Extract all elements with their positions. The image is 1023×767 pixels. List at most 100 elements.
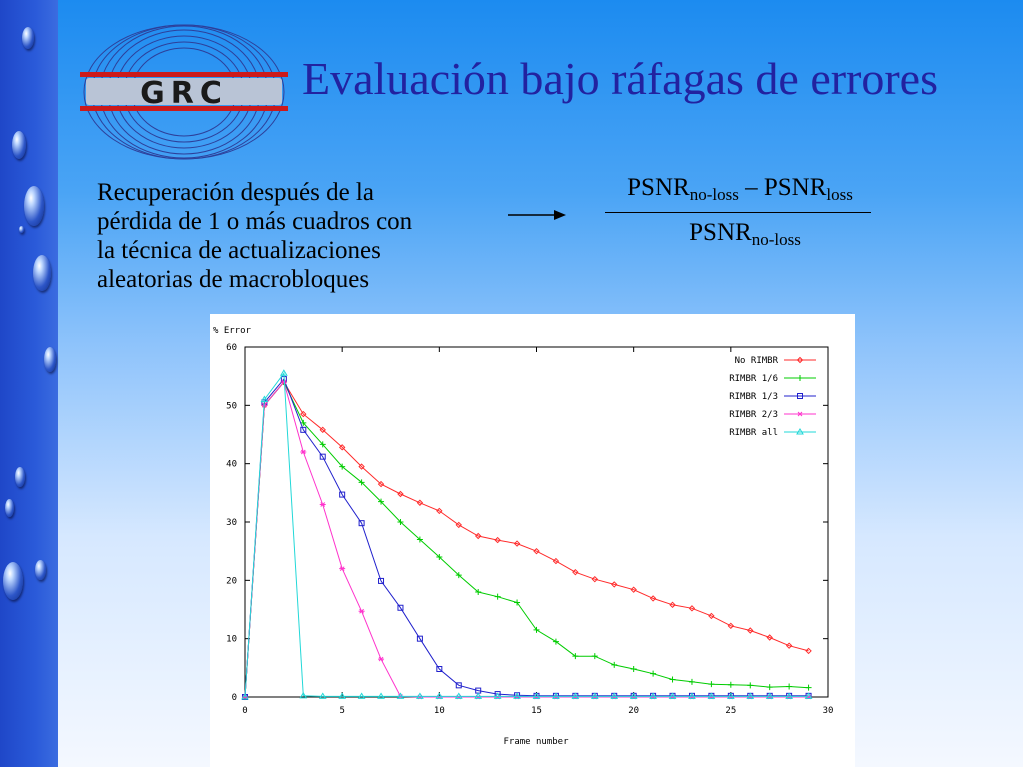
water-drop-icon xyxy=(33,255,51,291)
data-point xyxy=(494,536,501,544)
water-drop-icon xyxy=(12,131,26,159)
data-point xyxy=(629,692,638,699)
data-point xyxy=(339,463,346,470)
water-drop-icon xyxy=(35,560,46,580)
legend-marker xyxy=(796,428,804,435)
body-line: Recuperación después de la xyxy=(97,179,374,206)
data-point xyxy=(299,691,308,699)
right-arrow-icon xyxy=(508,205,568,230)
data-point xyxy=(766,684,773,691)
data-point xyxy=(649,595,657,602)
y-tick-label: 20 xyxy=(226,576,237,586)
data-point xyxy=(300,410,307,418)
data-point xyxy=(455,682,462,689)
series-group xyxy=(241,369,813,700)
data-point xyxy=(552,557,560,565)
data-point xyxy=(571,692,580,699)
data-point xyxy=(552,692,560,699)
data-point xyxy=(416,499,424,506)
data-point xyxy=(358,463,365,470)
data-point xyxy=(280,379,287,385)
data-point xyxy=(591,653,598,660)
data-point xyxy=(532,692,541,699)
data-point xyxy=(669,676,676,683)
series-line xyxy=(244,380,809,698)
series-group xyxy=(242,376,812,700)
data-point xyxy=(339,491,346,498)
grc-logo: GRC xyxy=(80,24,288,160)
formula-numerator: PSNRno-loss – PSNRloss xyxy=(627,174,853,204)
x-tick-label: 5 xyxy=(339,706,344,716)
data-point xyxy=(688,605,696,612)
data-point xyxy=(319,502,326,507)
data-point xyxy=(435,692,444,699)
data-point xyxy=(378,498,385,505)
data-point xyxy=(377,692,385,699)
data-point xyxy=(650,670,657,677)
data-point xyxy=(339,566,346,572)
error-chart: % Error Frame number 0 5 10 15 20 25 30 0 10 20 30… xyxy=(210,314,855,767)
data-point xyxy=(591,575,599,583)
data-point xyxy=(707,692,716,699)
data-point xyxy=(397,490,404,498)
data-point xyxy=(455,521,462,529)
y-tick-label: 50 xyxy=(226,401,237,411)
water-drop-icon xyxy=(19,226,24,233)
data-point xyxy=(358,520,365,527)
data-point xyxy=(416,536,423,543)
svg-text:GRC: GRC xyxy=(140,76,228,111)
data-point xyxy=(552,638,559,645)
water-drop-icon xyxy=(5,499,14,517)
data-point xyxy=(533,626,540,633)
data-point xyxy=(630,666,637,672)
data-point xyxy=(300,419,307,426)
data-point xyxy=(708,612,715,620)
data-point xyxy=(572,568,579,576)
data-point xyxy=(688,692,696,699)
data-point xyxy=(746,692,755,699)
data-point xyxy=(668,692,677,699)
data-point xyxy=(455,572,462,579)
body-line: pérdida de 1 o más cuadros con xyxy=(97,208,413,235)
x-axis-label: Frame number xyxy=(503,737,569,747)
x-tick-label: 0 xyxy=(242,706,247,716)
data-point xyxy=(649,692,657,699)
data-point xyxy=(338,444,346,451)
data-point xyxy=(747,682,754,689)
data-point xyxy=(358,479,365,486)
sidebar-decoration xyxy=(0,0,58,767)
legend-label: No RIMBR xyxy=(735,356,779,366)
series-line xyxy=(244,371,809,698)
data-point xyxy=(630,586,637,593)
data-point xyxy=(474,692,483,699)
water-drop-icon xyxy=(44,347,56,372)
body-line: aleatorias de macrobloques xyxy=(97,266,370,293)
data-point xyxy=(396,692,405,699)
y-axis-label: % Error xyxy=(213,326,252,336)
series-line xyxy=(244,381,809,698)
legend-marker xyxy=(797,393,803,399)
series-group xyxy=(242,379,812,700)
data-point xyxy=(338,692,347,699)
data-point xyxy=(590,692,599,699)
data-point xyxy=(727,622,735,630)
data-point xyxy=(513,540,521,547)
data-point xyxy=(436,554,443,560)
data-point xyxy=(765,692,774,699)
body-line: la técnica de actualizaciones xyxy=(97,237,381,264)
y-tick-label: 30 xyxy=(226,518,237,528)
water-drop-icon xyxy=(3,562,23,600)
data-point xyxy=(454,692,463,699)
data-point xyxy=(378,656,385,662)
data-point xyxy=(610,692,619,699)
legend-label: RIMBR all xyxy=(729,428,778,438)
y-tick-label: 60 xyxy=(226,343,237,353)
data-point xyxy=(785,642,793,649)
data-point xyxy=(319,453,326,460)
data-point xyxy=(611,661,618,668)
psnr-formula: PSNRno-loss – PSNRloss PSNRno-loss xyxy=(605,174,875,250)
data-point xyxy=(708,681,715,688)
formula-denominator: PSNRno-loss xyxy=(689,219,801,249)
data-point xyxy=(533,547,540,555)
slide-body-text: Recuperación después de la pérdida de 1 … xyxy=(97,178,497,294)
